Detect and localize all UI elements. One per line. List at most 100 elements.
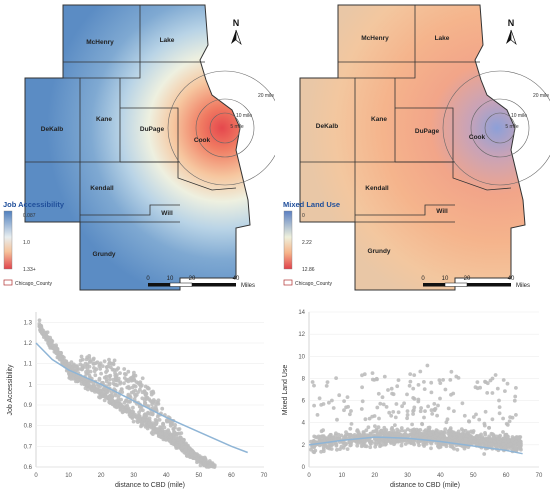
mix-point (399, 443, 404, 448)
mix-point (366, 434, 371, 438)
mix-point (386, 388, 390, 392)
mix-point (512, 398, 517, 403)
x-tick-labels: 0 10 20 30 40 50 60 70 (34, 473, 268, 479)
mixed-county-label-grundy: Grundy (367, 248, 390, 255)
mix-point (462, 413, 467, 418)
mix-point (497, 398, 501, 403)
legend-boundary-swatch (3, 279, 13, 286)
county-labels: McHenry Lake Kane DeKalb DuPage Cook Ken… (41, 37, 211, 258)
mix-y-tick-label: 6 (302, 399, 306, 405)
job-point (39, 325, 44, 330)
mix-point (459, 433, 464, 437)
job-point (146, 404, 151, 408)
mix-point (438, 381, 443, 385)
mix-point (513, 394, 518, 399)
mixed-x-tick-labels: 0 10 20 30 40 50 60 70 (307, 473, 543, 479)
mix-point (422, 387, 427, 391)
job-point (158, 434, 163, 439)
job-point (142, 412, 147, 417)
mixed-legend-boundary-swatch (283, 279, 293, 286)
mix-point (499, 439, 503, 444)
job-point (120, 404, 125, 409)
county-label-grundy: Grundy (92, 251, 115, 258)
job-point (81, 376, 85, 381)
legend-label-max: 1.33+ (23, 267, 36, 273)
mix-point (436, 403, 440, 408)
job-point (118, 381, 122, 386)
mix-point (342, 443, 347, 448)
mix-x-tick-label: 40 (437, 473, 444, 479)
mix-x-tick-label: 60 (503, 473, 510, 479)
job-point (73, 365, 78, 370)
job-point (133, 394, 138, 398)
job-point (79, 354, 84, 359)
mix-point (366, 425, 371, 430)
mix-point (387, 410, 392, 415)
job-point (84, 357, 89, 362)
mix-point (416, 397, 421, 402)
mix-point (436, 429, 440, 434)
mixed-land-use-scatter: 0 10 20 30 40 50 60 70 0 2 4 6 8 10 12 14 distance to … (282, 310, 543, 489)
job-point (45, 330, 50, 335)
job-point (95, 389, 100, 394)
mix-point (437, 378, 442, 382)
job-point (165, 419, 170, 423)
job-point (107, 374, 112, 379)
mix-point (441, 442, 446, 447)
job-point (101, 390, 105, 395)
scale-tick-20: 20 (189, 276, 196, 282)
mix-point (456, 376, 461, 380)
mix-point (411, 441, 416, 446)
job-point (154, 407, 159, 412)
job-y-tick-label: 0.9 (24, 403, 33, 409)
job-point (114, 373, 119, 377)
mix-point (497, 411, 502, 416)
job-point (125, 409, 130, 414)
mix-point (359, 407, 364, 411)
job-point (107, 382, 112, 387)
mix-point (400, 428, 404, 433)
job-point (178, 440, 183, 445)
job-point (179, 431, 184, 435)
job-point (116, 396, 121, 400)
mix-point (315, 413, 320, 417)
county-label-will: Will (161, 210, 173, 217)
job-point (104, 370, 108, 374)
mix-point (507, 419, 512, 424)
mix-point (432, 408, 437, 413)
job-point (156, 398, 161, 403)
job-point (114, 399, 119, 403)
mix-point (484, 441, 489, 445)
job-point (193, 453, 197, 458)
mix-point (513, 446, 518, 451)
mix-point (374, 442, 379, 447)
county-label-kane: Kane (96, 116, 112, 123)
job-point (96, 384, 101, 388)
job-point (168, 423, 173, 428)
mix-point (407, 383, 412, 388)
job-point (153, 418, 158, 422)
mix-point (460, 401, 465, 406)
mix-point (510, 437, 515, 442)
mix-point (449, 392, 453, 397)
job-point (144, 397, 149, 401)
mix-y-tick-label: 8 (302, 376, 306, 382)
mix-point (375, 377, 379, 382)
mix-point (317, 396, 322, 401)
mix-point (452, 409, 456, 413)
mix-point (319, 449, 323, 454)
mix-point (367, 416, 372, 421)
mix-point (501, 442, 506, 447)
job-point (116, 366, 121, 371)
job-point (99, 371, 103, 376)
scale-tick-10: 10 (167, 276, 174, 282)
job-point (114, 382, 118, 387)
mix-point (337, 393, 342, 398)
mixed-distance-rings (442, 70, 550, 186)
job-point (174, 434, 179, 439)
mix-point (349, 443, 353, 447)
mix-y-tick-label: 2 (302, 443, 306, 449)
mix-point (388, 430, 392, 435)
mix-point (429, 446, 433, 451)
job-point (184, 445, 189, 450)
